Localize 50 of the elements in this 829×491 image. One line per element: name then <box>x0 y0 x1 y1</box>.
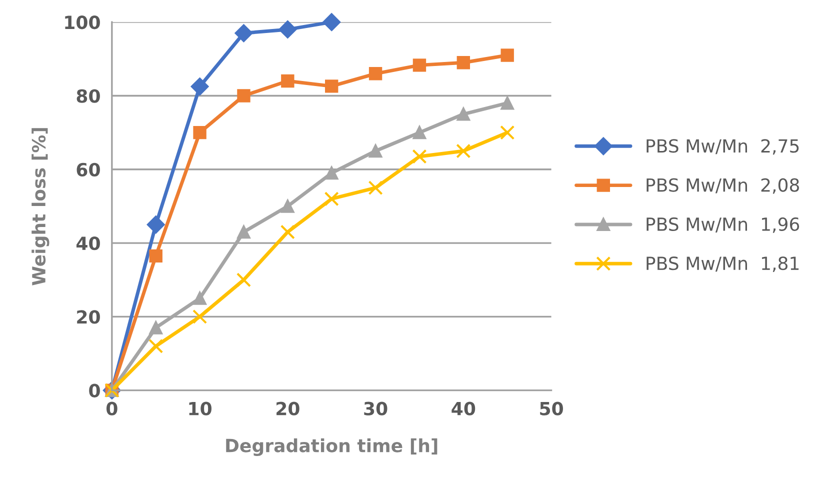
point <box>146 216 165 234</box>
legend-label: PBS Mw/Mn 1,81 <box>646 256 799 272</box>
point <box>456 108 470 121</box>
legend-label: PBS Mw/Mn 2,75 <box>646 139 799 155</box>
point <box>412 58 426 72</box>
point <box>190 78 209 96</box>
point <box>280 224 295 240</box>
point <box>149 321 162 334</box>
point <box>500 48 514 62</box>
point <box>192 309 208 324</box>
point <box>236 272 252 288</box>
point <box>281 200 294 213</box>
point <box>278 20 297 38</box>
point <box>500 96 514 110</box>
point <box>325 166 338 180</box>
y-tick-label: 80 <box>76 89 100 103</box>
x-tick-label: 0 <box>106 402 118 416</box>
point <box>234 24 253 42</box>
x-tick-label: 40 <box>452 402 476 416</box>
y-tick-label: 20 <box>77 310 100 324</box>
point <box>456 56 470 70</box>
point <box>325 80 338 93</box>
point <box>368 144 382 158</box>
x-tick-label: 20 <box>276 402 300 416</box>
point <box>149 249 162 263</box>
point <box>148 338 164 354</box>
y-axis-title: Weight loss [%] <box>32 128 50 286</box>
point <box>456 144 471 158</box>
point <box>322 13 340 31</box>
legend-label: PBS Mw/Mn 1,96 <box>646 217 800 233</box>
point <box>412 149 427 164</box>
legend-label: PBS Mw/Mn 2,08 <box>646 178 799 194</box>
point <box>193 292 206 305</box>
point <box>500 125 515 140</box>
y-tick-label: 100 <box>65 16 100 30</box>
x-tick-label: 10 <box>189 402 212 416</box>
x-axis-title: Degradation time [h] <box>226 438 438 456</box>
point <box>237 225 250 239</box>
x-tick-label: 30 <box>364 402 388 416</box>
y-tick-label: 0 <box>89 384 100 398</box>
y-tick-label: 60 <box>76 162 100 177</box>
point <box>324 192 339 206</box>
x-tick-label: 50 <box>540 402 563 416</box>
point <box>368 67 382 80</box>
point <box>193 126 206 140</box>
y-tick-label: 40 <box>76 236 100 250</box>
point <box>368 180 383 196</box>
point <box>237 89 250 102</box>
point <box>281 74 294 88</box>
point <box>412 126 426 140</box>
